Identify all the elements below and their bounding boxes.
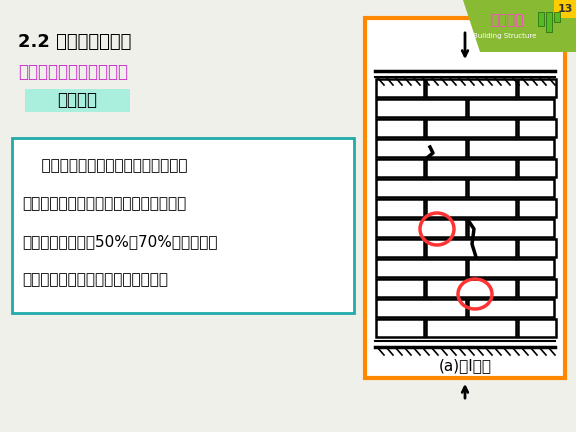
Bar (468, 299, 554, 317)
Bar (376, 179, 466, 197)
Bar (518, 319, 556, 337)
Bar (518, 79, 556, 97)
Bar (468, 219, 554, 237)
Bar (468, 139, 554, 157)
Bar (376, 239, 424, 257)
Text: 为砖体极限荷载的50%～70%，此时如果: 为砖体极限荷载的50%～70%，此时如果 (22, 235, 218, 250)
Bar (376, 139, 466, 157)
Text: 建筑结构: 建筑结构 (490, 13, 524, 27)
Bar (468, 259, 554, 277)
Polygon shape (463, 0, 576, 52)
Bar (426, 239, 516, 257)
Bar (518, 279, 556, 297)
Bar (518, 119, 556, 137)
Bar (426, 199, 516, 217)
Text: 13: 13 (558, 4, 573, 14)
Bar (426, 79, 516, 97)
Bar (426, 319, 516, 337)
Bar (554, 0, 576, 18)
Bar (426, 119, 516, 137)
Bar (518, 159, 556, 177)
Bar (546, 12, 552, 32)
Bar (518, 199, 556, 217)
Bar (376, 299, 466, 317)
Bar (376, 159, 424, 177)
Text: 2.2 砖体的受压性能: 2.2 砖体的受压性能 (18, 33, 131, 51)
Bar (376, 259, 466, 277)
Bar (538, 12, 544, 26)
Bar (376, 99, 466, 117)
Bar (518, 239, 556, 257)
Text: 第一阶段: 第一阶段 (57, 91, 97, 109)
Bar (426, 159, 516, 177)
Bar (376, 319, 424, 337)
Bar (376, 279, 424, 297)
Bar (12, 138, 354, 313)
Bar (554, 12, 560, 22)
Bar (376, 119, 424, 137)
Text: 出现第一条（或第一批）裂缝时的荷载约: 出现第一条（或第一批）裂缝时的荷载约 (22, 197, 186, 212)
Bar (365, 18, 565, 378)
Bar (468, 99, 554, 117)
Text: 荷载不增加，裂缝也不会继续扩大。: 荷载不增加，裂缝也不会继续扩大。 (22, 273, 168, 288)
Bar (376, 79, 424, 97)
Bar (376, 219, 466, 237)
Bar (25, 89, 130, 112)
Text: (a)第Ⅰ阶段: (a)第Ⅰ阶段 (438, 359, 491, 374)
Bar (426, 279, 516, 297)
Text: 一、砖体的受压破坏特征: 一、砖体的受压破坏特征 (18, 63, 128, 81)
Bar (376, 199, 424, 217)
Bar (468, 179, 554, 197)
Text: 从砖体开始受压到单块砖出现裂缝。: 从砖体开始受压到单块砖出现裂缝。 (22, 159, 188, 174)
Text: Building Structure: Building Structure (473, 33, 537, 39)
